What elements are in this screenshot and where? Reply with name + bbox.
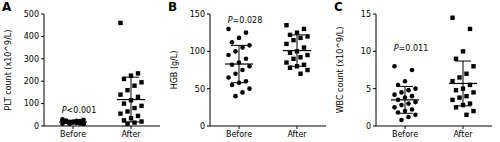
svg-text:10: 10 (361, 47, 371, 56)
svg-text:400: 400 (24, 32, 39, 41)
svg-text:0: 0 (34, 122, 39, 131)
svg-text:100: 100 (190, 47, 205, 56)
svg-text:WBC count (x10^9/L): WBC count (x10^9/L) (336, 27, 345, 114)
svg-text:150: 150 (190, 10, 205, 19)
svg-text:0: 0 (366, 122, 371, 131)
html-text:B: B (168, 0, 178, 14)
svg-text:0: 0 (200, 122, 205, 131)
svg-text:100: 100 (24, 99, 39, 108)
svg-text:After: After (453, 130, 473, 139)
svg-text:Before: Before (60, 130, 86, 139)
html-text:C: C (334, 0, 343, 14)
svg-text:200: 200 (24, 77, 39, 86)
svg-text:300: 300 (24, 55, 39, 64)
html-text:A: A (2, 0, 12, 14)
svg-text:After: After (287, 130, 307, 139)
svg-text:Before: Before (392, 130, 418, 139)
svg-text:50: 50 (195, 85, 205, 94)
svg-text:Before: Before (226, 130, 252, 139)
svg-text:After: After (121, 130, 141, 139)
svg-text:PLT count (x10^9/L): PLT count (x10^9/L) (8, 30, 13, 111)
svg-text:15: 15 (361, 10, 371, 19)
svg-text:HGB (g/L): HGB (g/L) (170, 51, 179, 90)
svg-text:P=0.028: P=0.028 (228, 16, 262, 25)
svg-text:5: 5 (366, 85, 371, 94)
svg-text:P=0.011: P=0.011 (394, 44, 428, 53)
svg-text:P<0.001: P<0.001 (62, 106, 96, 115)
svg-text:500: 500 (24, 10, 39, 19)
